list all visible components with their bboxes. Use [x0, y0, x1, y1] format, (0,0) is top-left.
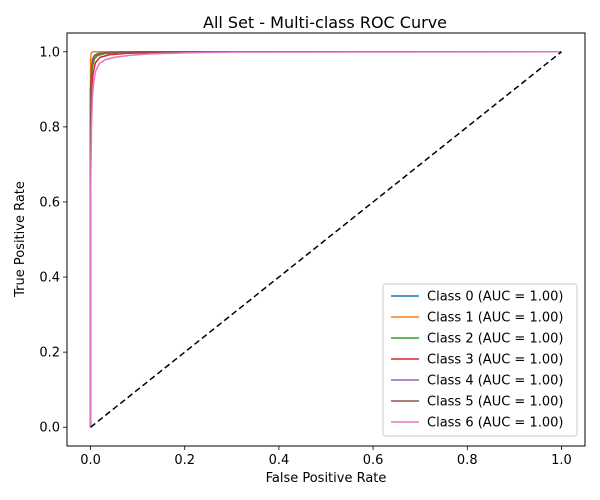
y-tick-label: 1.0 — [39, 45, 60, 60]
x-tick-label: 0.8 — [457, 453, 478, 468]
chance-diagonal-line — [90, 51, 562, 428]
y-tick-label: 0.6 — [39, 195, 60, 210]
y-axis-label: True Positive Rate — [13, 181, 28, 298]
plot-lines — [89, 51, 562, 428]
y-tick-label: 0.4 — [39, 271, 60, 286]
y-axis-ticks: 0.0 0.2 0.4 0.6 0.8 1.0 — [39, 45, 67, 436]
x-tick-label: 0.0 — [80, 453, 101, 468]
legend-entry-class-1: Class 1 (AUC = 1.00) — [427, 311, 563, 326]
y-tick-label: 0.8 — [39, 120, 60, 135]
legend-entry-class-2: Class 2 (AUC = 1.00) — [427, 332, 563, 347]
y-tick-label: 0.2 — [39, 346, 60, 361]
legend-entry-class-6: Class 6 (AUC = 1.00) — [427, 416, 563, 431]
series-line-class-6 — [89, 51, 562, 428]
legend-box — [382, 283, 578, 437]
legend-entry-class-5: Class 5 (AUC = 1.00) — [427, 395, 563, 410]
chart-title: All Set - Multi-class ROC Curve — [203, 13, 447, 32]
series-line-class-5 — [89, 51, 562, 428]
legend-entry-class-4: Class 4 (AUC = 1.00) — [427, 374, 563, 389]
plot-frame — [66, 32, 586, 447]
x-tick-label: 0.4 — [269, 453, 290, 468]
x-axis-ticks: 0.0 0.2 0.4 0.6 0.8 1.0 — [80, 446, 572, 468]
x-tick-label: 1.0 — [551, 453, 572, 468]
legend-entry-class-0: Class 0 (AUC = 1.00) — [427, 290, 563, 305]
x-tick-label: 0.2 — [174, 453, 195, 468]
legend-entry-class-3: Class 3 (AUC = 1.00) — [427, 353, 563, 368]
x-tick-label: 0.6 — [363, 453, 384, 468]
legend: Class 0 (AUC = 1.00) Class 1 (AUC = 1.00)… — [382, 283, 578, 437]
x-axis-label: False Positive Rate — [266, 471, 387, 486]
y-tick-label: 0.0 — [39, 421, 60, 436]
